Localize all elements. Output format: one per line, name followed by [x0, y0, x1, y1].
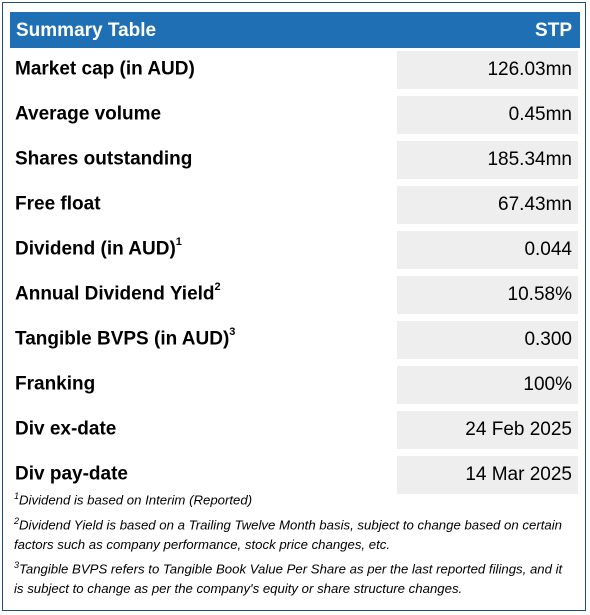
footnote-number: 3 — [14, 560, 20, 571]
footnote-text: Tangible BVPS refers to Tangible Book Va… — [14, 561, 563, 597]
ticker-label: STP — [535, 20, 572, 41]
value-cell: 0.45mn — [397, 96, 578, 134]
table-row: Div pay-date 14 Mar 2025 — [10, 453, 580, 498]
row-value: 24 Feb 2025 — [465, 419, 572, 440]
table-title: Summary Table — [16, 20, 157, 41]
value-cell: 185.34mn — [397, 141, 578, 179]
row-value: 0.044 — [524, 239, 572, 260]
footnote-number: 2 — [14, 515, 20, 526]
row-label: Dividend (in AUD)1 — [15, 236, 182, 260]
row-value: 0.300 — [524, 329, 572, 350]
row-value: 67.43mn — [498, 194, 572, 215]
table-row: Tangible BVPS (in AUD)3 0.300 — [10, 318, 580, 363]
row-value: 14 Mar 2025 — [465, 464, 572, 485]
row-label: Free float — [15, 193, 101, 215]
table-row: Average volume 0.45mn — [10, 93, 580, 138]
table-row: Annual Dividend Yield2 10.58% — [10, 273, 580, 318]
row-value: 100% — [523, 374, 572, 395]
value-cell: 67.43mn — [397, 186, 578, 224]
row-value: 10.58% — [507, 284, 572, 305]
footnotes: 1Dividend is based on Interim (Reported)… — [14, 487, 574, 601]
row-label: Annual Dividend Yield2 — [15, 281, 221, 305]
value-cell: 126.03mn — [397, 51, 578, 89]
table-row: Franking 100% — [10, 363, 580, 408]
table-row: Market cap (in AUD) 126.03mn — [10, 48, 580, 93]
value-cell: 0.044 — [397, 231, 578, 269]
table-header: Summary Table STP — [10, 12, 580, 48]
row-label: Franking — [15, 373, 96, 395]
footnote-2: 2Dividend Yield is based on a Trailing T… — [14, 512, 574, 554]
row-label: Market cap (in AUD) — [15, 58, 195, 80]
row-label: Div pay-date — [15, 463, 128, 485]
table-row: Div ex-date 24 Feb 2025 — [10, 408, 580, 453]
summary-rows: Market cap (in AUD) 126.03mn Average vol… — [10, 48, 580, 498]
row-value: 126.03mn — [487, 59, 572, 80]
row-label: Div ex-date — [15, 418, 117, 440]
row-label: Tangible BVPS (in AUD)3 — [15, 326, 236, 350]
row-label: Shares outstanding — [15, 148, 193, 170]
footnote-text: Dividend Yield is based on a Trailing Tw… — [14, 517, 562, 552]
value-cell: 14 Mar 2025 — [397, 456, 578, 494]
row-value: 0.45mn — [508, 104, 572, 125]
table-row: Free float 67.43mn — [10, 183, 580, 228]
value-cell: 0.300 — [397, 321, 578, 359]
value-cell: 10.58% — [397, 276, 578, 314]
footnote-number: 1 — [14, 491, 20, 501]
table-row: Shares outstanding 185.34mn — [10, 138, 580, 183]
table-row: Dividend (in AUD)1 0.044 — [10, 228, 580, 273]
row-value: 185.34mn — [487, 149, 572, 170]
footnote-3: 3Tangible BVPS refers to Tangible Book V… — [14, 556, 574, 598]
footnote-text: Dividend is based on Interim (Reported) — [19, 492, 253, 508]
footnote-1: 1Dividend is based on Interim (Reported) — [14, 487, 574, 510]
value-cell: 24 Feb 2025 — [397, 411, 578, 449]
row-label: Average volume — [15, 103, 162, 125]
value-cell: 100% — [397, 366, 578, 404]
